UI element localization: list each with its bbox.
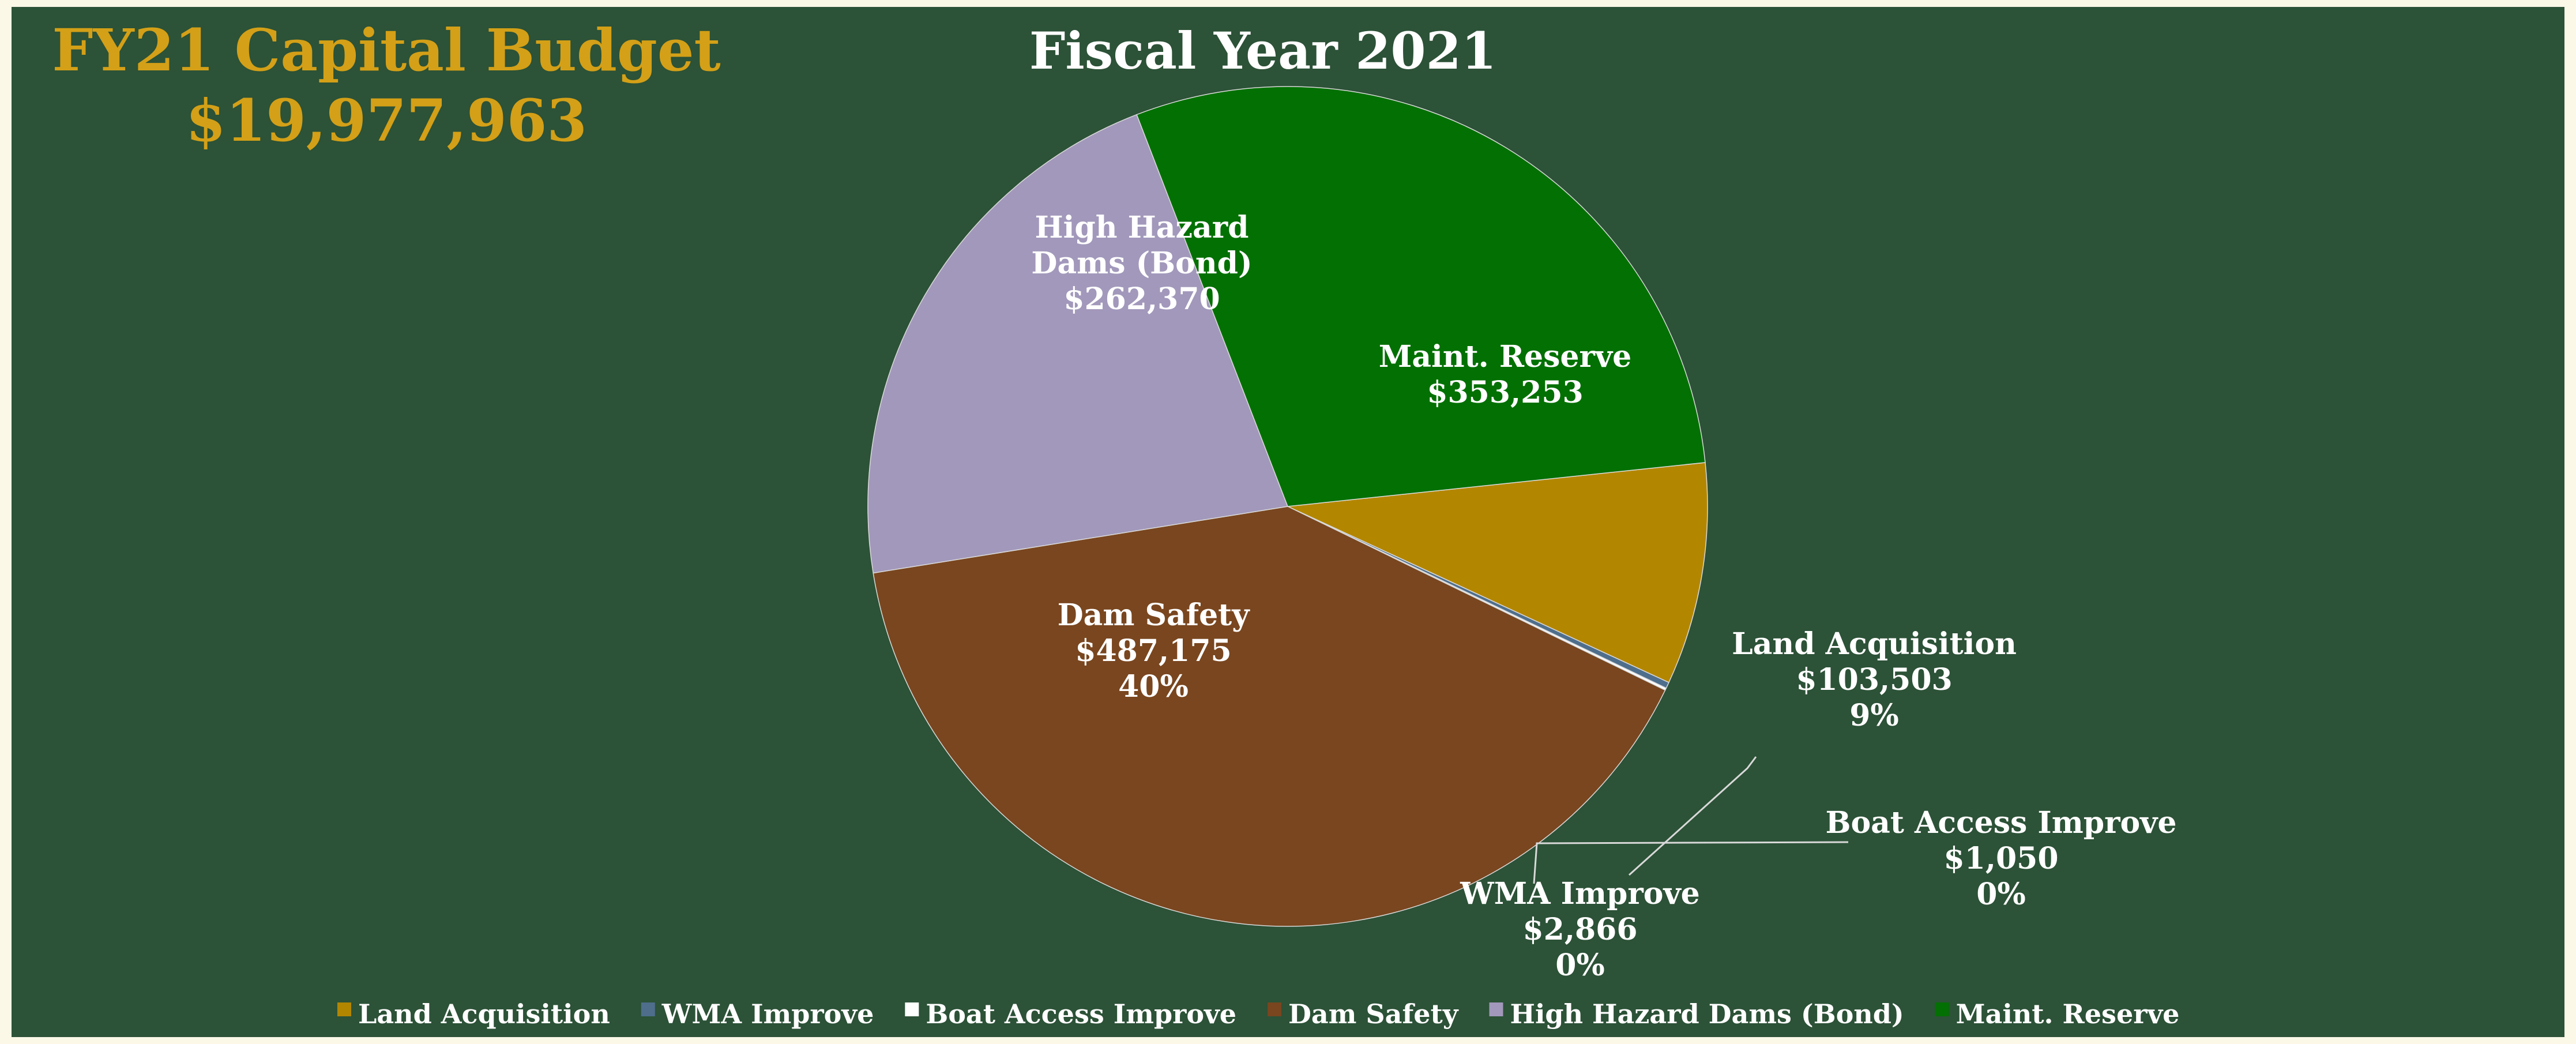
data-label-dam-safety-line-2: $487,175 <box>1075 633 1231 669</box>
pie-slice-dam-safety <box>873 506 1666 927</box>
data-label-land-acquisition-line-2: $103,503 <box>1796 662 1952 697</box>
legend-swatch-maint-reserve <box>1935 1002 1949 1016</box>
pie-slice-high-hazard-dams-bond <box>867 114 1289 574</box>
legend-swatch-wma-improve <box>641 1002 655 1016</box>
budget-total: $19,977,963 <box>186 87 587 155</box>
data-label-boat-access-improve-line-3: 0% <box>1976 877 2026 912</box>
data-label-high-hazard-dams-bond-line-2: Dams (Bond) <box>1031 246 1252 281</box>
pie-slice-land-acquisition <box>1286 462 1708 684</box>
legend-swatch-high-hazard-dams-bond <box>1489 1002 1503 1016</box>
pie-slice-maint-reserve <box>1136 86 1706 507</box>
data-label-dam-safety-line-3: 40% <box>1118 669 1189 704</box>
legend-label-dam-safety: Dam Safety <box>1288 998 1459 1030</box>
data-label-wma-improve-line-2: $2,866 <box>1522 912 1637 947</box>
leader-line-land-acquisition <box>1628 756 1757 876</box>
legend-label-wma-improve: WMA Improve <box>661 998 874 1030</box>
chart-frame: FY21 Capital Budget $19,977,963 Fiscal Y… <box>12 7 2564 1037</box>
data-label-land-acquisition-line-1: Land Acquisition <box>1732 626 2017 662</box>
legend: Land Acquisition WMA Improve Boat Access I… <box>337 998 2179 1030</box>
data-label-dam-safety-line-1: Dam Safety <box>1058 598 1251 633</box>
legend-label-maint-reserve: Maint. Reserve <box>1956 998 2180 1030</box>
budget-title: FY21 Capital Budget <box>52 16 721 84</box>
data-label-boat-access-improve-line-1: Boat Access Improve <box>1826 805 2177 840</box>
data-label-wma-improve-line-3: 0% <box>1555 948 1605 983</box>
data-label-high-hazard-dams-bond-line-3: $262,370 <box>1063 281 1220 317</box>
data-label-land-acquisition-line-3: 9% <box>1849 698 1899 733</box>
legend-swatch-land-acquisition <box>337 1002 351 1016</box>
legend-swatch-dam-safety <box>1268 1002 1282 1016</box>
data-label-boat-access-improve-line-2: $1,050 <box>1943 841 2058 876</box>
legend-swatch-boat-access-improve <box>905 1002 919 1016</box>
data-label-maint-reserve-line-1: Maint. Reserve <box>1379 339 1631 374</box>
data-label-maint-reserve-line-2: $353,253 <box>1427 375 1583 410</box>
legend-label-high-hazard-dams-bond: High Hazard Dams (Bond) <box>1510 998 1904 1030</box>
data-label-high-hazard-dams-bond-line-1: High Hazard <box>1035 210 1249 245</box>
legend-label-land-acquisition: Land Acquisition <box>358 998 610 1030</box>
chart-title: Fiscal Year 2021 <box>1029 21 1497 81</box>
legend-label-boat-access-improve: Boat Access Improve <box>926 998 1236 1030</box>
pie-slices <box>867 86 1708 927</box>
leader-line-boat-access-improve <box>1539 841 1849 844</box>
leader-lines <box>1533 756 1849 884</box>
data-label-wma-improve-line-1: WMA Improve <box>1460 876 1700 911</box>
